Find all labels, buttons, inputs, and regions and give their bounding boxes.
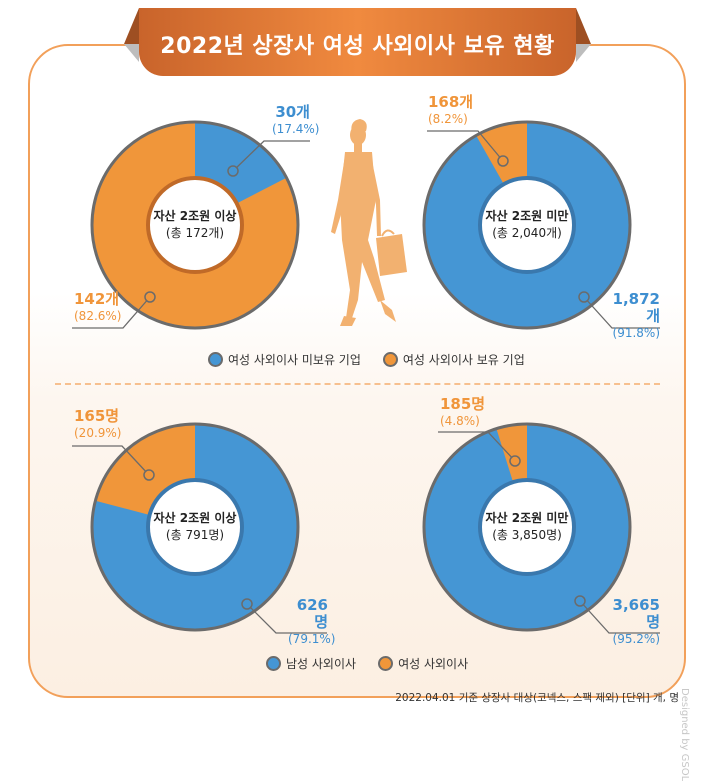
legend-companies: 여성 사외이사 미보유 기업 여성 사외이사 보유 기업	[208, 351, 525, 368]
tl-center-text: 자산 2조원 이상 (총 172개)	[147, 208, 243, 242]
donut-top-left	[72, 120, 310, 330]
orange-dot-icon	[378, 656, 394, 671]
center-title: 자산 2조원 미만	[485, 511, 569, 525]
value: 1,872개	[612, 290, 660, 325]
legend-label: 여성 사외이사 보유 기업	[402, 353, 525, 367]
br-orange-label: 185명 (4.8%)	[440, 396, 485, 430]
legend-label: 여성 사외이사	[398, 657, 469, 671]
bl-center-text: 자산 2조원 이상 (총 791명)	[147, 510, 243, 544]
designer-credit: Designed by GSOL	[679, 688, 690, 781]
value: 165명	[74, 407, 120, 425]
blue-dot-icon	[266, 656, 281, 671]
legend-item-female: 여성 사외이사	[378, 655, 468, 672]
banner-fold-right	[576, 8, 591, 44]
donut-top-right	[422, 120, 660, 330]
percent: (17.4%)	[272, 122, 320, 136]
tl-blue-label: 30개 (17.4%)	[272, 103, 320, 138]
center-total: (총 3,850명)	[492, 528, 562, 542]
percent: (8.2%)	[428, 112, 468, 126]
legend-item-male: 남성 사외이사	[266, 655, 356, 672]
value: 30개	[275, 103, 310, 121]
legend-item-no-female: 여성 사외이사 미보유 기업	[208, 351, 361, 368]
percent: (82.6%)	[74, 309, 122, 323]
center-title: 자산 2조원 미만	[485, 209, 569, 223]
bl-blue-label: 626명 (79.1%)	[288, 596, 336, 648]
dashed-divider	[55, 383, 660, 385]
banner-body: 2022년 상장사 여성 사외이사 보유 현황	[139, 8, 576, 76]
tr-orange-label: 168개 (8.2%)	[428, 94, 473, 128]
banner-fold-left-shadow	[124, 44, 139, 62]
orange-dot-icon	[382, 352, 398, 367]
center-total: (총 172개)	[165, 226, 225, 240]
banner-fold-right-shadow	[576, 44, 591, 62]
businesswoman-silhouette-icon	[331, 119, 407, 326]
value: 3,665명	[612, 596, 660, 631]
legend-item-has-female: 여성 사외이사 보유 기업	[382, 351, 525, 368]
donut-charts	[72, 119, 660, 634]
value: 168개	[428, 93, 474, 111]
center-total: (총 791명)	[165, 528, 225, 542]
percent: (4.8%)	[440, 414, 480, 428]
br-center-text: 자산 2조원 미만 (총 3,850명)	[476, 510, 578, 544]
value: 185명	[440, 395, 486, 413]
tr-blue-label: 1,872개 (91.8%)	[604, 291, 660, 342]
legend-label: 남성 사외이사	[286, 657, 357, 671]
center-title: 자산 2조원 이상	[153, 209, 237, 223]
value: 142개	[74, 290, 120, 308]
percent: (95.2%)	[612, 632, 660, 646]
percent: (20.9%)	[74, 426, 122, 440]
legend-directors: 남성 사외이사 여성 사외이사	[266, 655, 468, 672]
value: 626명	[296, 596, 328, 631]
title-banner: 2022년 상장사 여성 사외이사 보유 현황	[124, 8, 591, 76]
bl-orange-label: 165명 (20.9%)	[74, 408, 121, 442]
percent: (79.1%)	[288, 632, 336, 646]
banner-fold-left	[124, 8, 139, 44]
tr-center-text: 자산 2조원 미만 (총 2,040개)	[476, 208, 578, 242]
percent: (91.8%)	[612, 326, 660, 340]
br-blue-label: 3,665명 (95.2%)	[600, 597, 660, 648]
blue-dot-icon	[208, 352, 223, 367]
donut-bottom-left	[72, 422, 327, 634]
legend-label: 여성 사외이사 미보유 기업	[228, 353, 361, 367]
donut-bottom-right	[422, 422, 660, 634]
center-total: (총 2,040개)	[492, 226, 562, 240]
page-title: 2022년 상장사 여성 사외이사 보유 현황	[160, 34, 555, 59]
footnote: 2022.04.01 기준 상장사 대상(코넥스, 스팩 제외) [단위] 개,…	[395, 692, 679, 704]
center-title: 자산 2조원 이상	[153, 511, 237, 525]
tl-orange-label: 142개 (82.6%)	[74, 291, 121, 325]
